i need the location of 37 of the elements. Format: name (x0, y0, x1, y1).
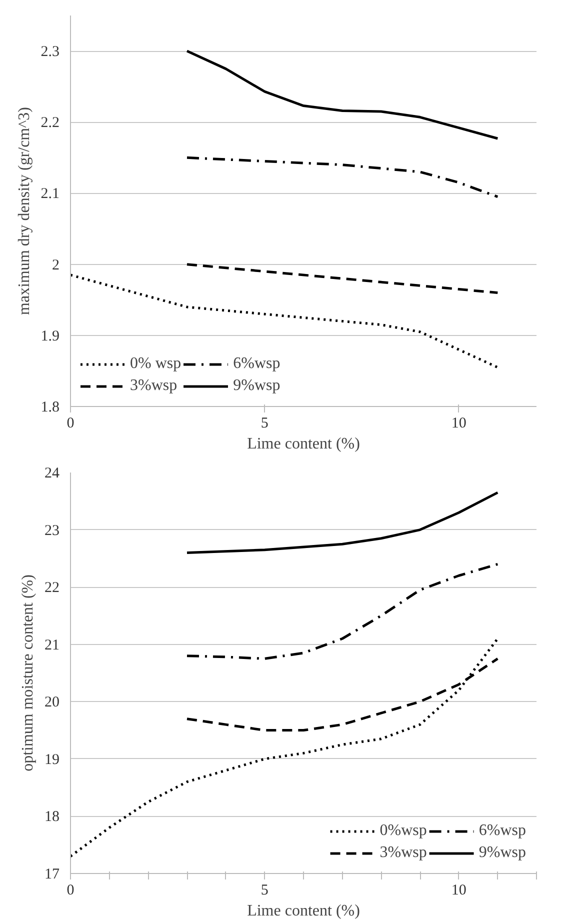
y-tick-label: 23 (44, 522, 60, 539)
legend-label: 9%wsp (233, 377, 280, 395)
line-series (186, 156, 499, 198)
y-tick-label: 1.8 (40, 400, 60, 416)
legend-label: 9%wsp (478, 844, 526, 862)
x-tick-label: 5 (260, 882, 268, 898)
legend-label: 3%wsp (380, 844, 427, 862)
legend-label: 6%wsp (233, 355, 280, 373)
x-tick-label: 5 (260, 416, 268, 432)
y-axis-title: maximum dry density (gr/cm^3) (16, 107, 33, 315)
line-series (186, 562, 499, 660)
y-tick-label: 17 (44, 866, 60, 882)
x-tick-label: 0 (66, 882, 74, 898)
x-axis-title: Lime content (%) (247, 436, 360, 452)
x-tick-label: 10 (451, 416, 466, 432)
y-tick-label: 18 (44, 809, 60, 826)
y-tick-label: 2.3 (40, 44, 60, 60)
y-tick-label: 2.2 (40, 115, 60, 132)
y-tick-label: 20 (44, 694, 60, 711)
x-tick-label: 0 (66, 416, 74, 432)
y-tick-label: 19 (44, 752, 60, 768)
y-tick-label: 24 (44, 466, 60, 482)
x-axis-title: Lime content (%) (247, 902, 360, 920)
y-tick-label: 22 (44, 580, 60, 596)
y-tick-label: 2 (52, 257, 60, 274)
legend-label: 0%wsp (380, 822, 427, 840)
y-tick-label: 21 (44, 637, 60, 654)
y-tick-label: 1.9 (40, 328, 60, 344)
y-tick-label: 2.1 (40, 186, 60, 202)
y-axis-title: optimum moisture content (%) (20, 574, 36, 772)
line-series (186, 491, 499, 554)
legend-label: 6%wsp (478, 822, 526, 840)
x-tick-label: 10 (451, 882, 466, 898)
legend-label: 3%wsp (130, 377, 178, 395)
line-series (186, 50, 499, 140)
legend-label: 0% wsp (130, 355, 182, 373)
line-series (186, 263, 499, 294)
